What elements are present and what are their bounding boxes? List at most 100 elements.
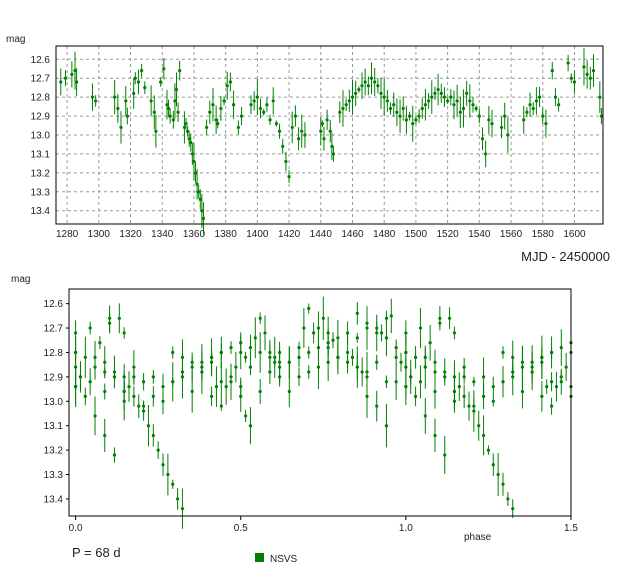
bottom-data-point — [287, 389, 291, 394]
top-x-tick-label: 1320 — [119, 229, 142, 240]
top-y-tick-label: 12.7 — [31, 74, 51, 85]
top-plot-frame — [55, 45, 604, 225]
bottom-data-point — [122, 331, 126, 335]
bottom-y-tick-label: 12.8 — [44, 348, 64, 359]
bottom-data-point — [409, 375, 413, 379]
bottom-data-point — [307, 350, 311, 355]
bottom-data-point — [142, 380, 146, 384]
bottom-data-point — [496, 472, 500, 477]
top-data-point — [184, 122, 188, 126]
top-data-point — [322, 137, 326, 141]
top-x-tick-label: 1280 — [56, 229, 79, 240]
bottom-data-point — [248, 424, 253, 428]
bottom-data-point — [452, 399, 457, 403]
top-y-tick-label: 13.1 — [31, 149, 51, 160]
bottom-y-tick-label: 12.9 — [44, 372, 64, 383]
bottom-data-point — [297, 375, 301, 379]
bottom-data-point — [472, 404, 476, 408]
bottom-y-tick-label: 12.7 — [44, 324, 64, 335]
bottom-x-tick-label: 0.5 — [234, 523, 248, 534]
top-data-point — [140, 69, 144, 73]
bottom-data-point — [375, 326, 379, 330]
bottom-data-point — [239, 394, 243, 398]
top-x-tick-label: 1440 — [310, 229, 333, 240]
bottom-data-point — [156, 448, 160, 452]
top-data-point — [569, 76, 573, 80]
top-data-point — [426, 99, 431, 103]
top-data-point — [347, 99, 351, 103]
top-x-tick-label: 1600 — [563, 229, 586, 240]
bottom-data-point — [229, 375, 233, 379]
bottom-y-tick-label: 13.0 — [44, 397, 64, 408]
top-data-point — [132, 91, 136, 95]
bottom-data-point — [112, 375, 117, 379]
bottom-x-tick-label: 1.0 — [399, 523, 413, 534]
top-data-point — [480, 137, 485, 141]
top-data-point — [395, 110, 399, 114]
bottom-x-tick-label: 1.5 — [564, 523, 578, 534]
top-data-point — [591, 69, 596, 73]
bottom-data-point — [253, 336, 257, 340]
bottom-data-point — [190, 389, 194, 394]
bottom-data-point — [316, 365, 321, 369]
phased-panel: mag 12.6 12.7 12.8 12.9 13.0 13.1 13.2 13.3 13.4… — [11, 274, 578, 560]
bottom-data-point — [564, 365, 568, 369]
top-data-point — [373, 80, 377, 84]
bottom-data-point — [413, 355, 418, 359]
top-x-tick-label: 1560 — [500, 229, 523, 240]
top-data-point — [189, 140, 193, 145]
bottom-data-point — [384, 316, 389, 320]
top-data-point — [281, 144, 285, 148]
top-y-tick-label: 13.3 — [31, 187, 51, 198]
bottom-data-point — [122, 375, 126, 379]
top-data-point — [176, 110, 180, 114]
top-data-point — [499, 125, 504, 130]
top-data-point — [471, 103, 475, 107]
bottom-data-point — [83, 355, 87, 359]
bottom-x-tick-label: 0.0 — [69, 523, 83, 534]
bottom-data-point — [506, 497, 510, 501]
bottom-data-point — [214, 385, 219, 389]
bottom-data-point — [297, 345, 301, 350]
bottom-data-point — [462, 394, 466, 398]
top-y-tick-label: 13.2 — [31, 168, 51, 179]
bottom-data-point — [263, 331, 267, 335]
top-data-point — [182, 125, 187, 130]
bottom-data-point — [273, 355, 277, 359]
top-data-point — [585, 72, 589, 77]
bottom-data-point — [389, 314, 393, 318]
top-data-point — [468, 99, 472, 103]
top-data-point — [214, 118, 218, 122]
top-data-point — [90, 95, 95, 99]
top-data-point — [293, 114, 298, 118]
bottom-data-point — [161, 385, 165, 389]
top-data-point — [136, 80, 141, 84]
top-y-tick-label: 13.4 — [31, 206, 51, 217]
bottom-data-point — [365, 326, 369, 330]
top-data-point — [208, 110, 212, 114]
bottom-data-point — [98, 341, 102, 345]
bottom-data-point — [491, 399, 495, 403]
top-data-point — [541, 114, 545, 118]
top-x-tick-label: 1460 — [341, 229, 364, 240]
top-y-tick-label: 12.9 — [31, 112, 51, 123]
top-data-point — [331, 152, 336, 156]
bottom-data-point — [355, 365, 359, 369]
bottom-data-point — [321, 316, 325, 320]
top-data-point — [166, 106, 171, 111]
bottom-data-point — [239, 385, 243, 389]
top-data-point — [566, 61, 570, 65]
top-data-point — [300, 129, 304, 133]
top-data-point — [274, 122, 278, 126]
top-data-point — [252, 99, 256, 103]
bottom-data-point — [171, 482, 175, 486]
top-data-point — [197, 190, 201, 194]
bottom-y-tick-label: 13.3 — [44, 470, 64, 481]
top-data-point — [544, 122, 548, 126]
top-data-point — [94, 99, 98, 103]
bottom-data-point — [360, 370, 364, 374]
top-data-point — [154, 129, 158, 133]
bottom-data-point — [200, 365, 204, 369]
top-data-point — [193, 171, 198, 175]
bottom-data-point — [268, 350, 272, 355]
